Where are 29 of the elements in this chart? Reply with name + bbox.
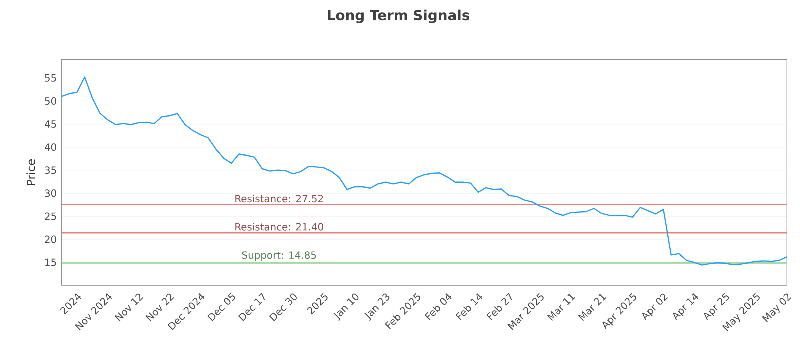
y-axis-title: Price	[26, 160, 36, 186]
y-tick-label: 35	[45, 166, 56, 174]
x-tick-label: Jan 10	[334, 294, 359, 322]
x-tick-label: Apr 25	[704, 293, 730, 321]
y-tick-label: 15	[46, 259, 56, 266]
x-tick-label: Dec 17	[238, 292, 266, 322]
x-tick-label: Mar 21	[578, 294, 606, 322]
y-tick-label: 40	[44, 144, 56, 152]
x-tick-label: Dec 05	[208, 293, 236, 322]
y-tick-label: 55	[45, 74, 56, 82]
x-tick-label: Nov 22	[146, 294, 174, 322]
x-tick-label: Apr 14	[673, 294, 698, 321]
y-tick-label: 45	[44, 120, 56, 128]
x-tick-label: Feb 04	[424, 294, 452, 321]
chart-title: Long Term Signals	[328, 10, 470, 24]
ref-line-label: Resistance: 27.52	[236, 195, 324, 203]
ref-line-label: Resistance: 21.40	[236, 223, 324, 231]
y-tick-label: 30	[45, 190, 56, 198]
x-tick-label: Jan 23	[364, 294, 390, 322]
y-tick-label: 25	[45, 212, 56, 220]
x-tick-label: Dec 30	[269, 294, 297, 322]
x-tick-label: Mar 11	[547, 294, 576, 322]
x-tick-label: Nov 12	[114, 294, 144, 322]
y-tick-label: 50	[45, 98, 56, 106]
y-tick-label: 20	[45, 236, 56, 244]
x-tick-label: Feb 14	[456, 294, 483, 321]
ref-line-label: Support: 14.85	[242, 252, 316, 262]
x-tick-label: Apr 02	[642, 294, 668, 321]
x-tick-label: Feb 27	[486, 293, 512, 321]
